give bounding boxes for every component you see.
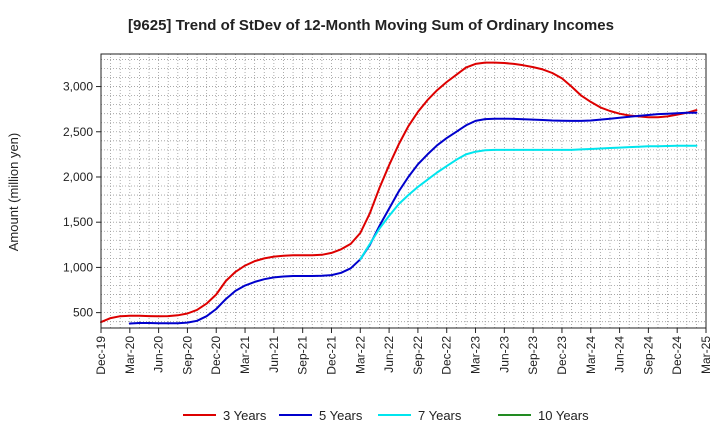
x-tick-label: Mar-23 <box>469 336 483 374</box>
x-tick-label: Jun-22 <box>382 336 396 373</box>
x-tick-label: Mar-22 <box>353 336 367 374</box>
x-axis-ticks: Dec-19 Mar-20 Jun-20 Sep-20 Dec-20 Mar-21 Jun-… <box>94 328 713 375</box>
x-tick-label: Mar-21 <box>238 336 252 374</box>
legend: 3 Years 5 Years 7 Years 10 Years <box>183 408 589 423</box>
y-tick-label: 1,000 <box>63 260 93 274</box>
x-tick-label: Dec-20 <box>209 336 223 375</box>
series-line-3-years <box>100 61 698 324</box>
series-lines <box>100 61 698 325</box>
x-tick-label: Dec-19 <box>94 336 108 375</box>
y-tick-label: 1,500 <box>63 215 93 229</box>
x-tick-label: Sep-20 <box>180 336 194 375</box>
legend-label-10-years: 10 Years <box>538 408 589 423</box>
plot-area-frame <box>100 53 707 329</box>
x-tick-label: Jun-23 <box>497 336 511 373</box>
y-axis-ticks: 500 1,000 1,500 2,000 2,500 3,000 <box>63 80 101 320</box>
x-tick-label: Sep-23 <box>526 336 540 375</box>
x-tick-label: Mar-25 <box>699 336 713 374</box>
x-tick-label: Jun-20 <box>152 336 166 373</box>
y-tick-label: 3,000 <box>63 80 93 94</box>
legend-label-5-years: 5 Years <box>319 408 363 423</box>
x-tick-label: Dec-23 <box>555 336 569 375</box>
y-tick-label: 2,000 <box>63 170 93 184</box>
series-line-5-years <box>128 111 698 325</box>
legend-label-3-years: 3 Years <box>223 408 267 423</box>
x-tick-label: Sep-22 <box>411 336 425 375</box>
chart-title: [9625] Trend of StDev of 12-Month Moving… <box>128 17 614 34</box>
x-tick-label: Dec-22 <box>440 336 454 375</box>
legend-label-7-years: 7 Years <box>418 408 462 423</box>
series-line-7-years <box>359 144 698 261</box>
y-axis-title: Amount (million yen) <box>6 133 21 252</box>
x-tick-label: Dec-21 <box>324 336 338 375</box>
x-tick-label: Dec-24 <box>670 336 684 375</box>
x-tick-label: Mar-24 <box>584 336 598 374</box>
y-tick-label: 500 <box>73 306 93 320</box>
x-tick-label: Sep-24 <box>641 336 655 375</box>
x-tick-label: Mar-20 <box>123 336 137 374</box>
y-tick-label: 2,500 <box>63 125 93 139</box>
x-tick-label: Jun-21 <box>267 336 281 373</box>
grid-lines <box>101 54 706 328</box>
x-tick-label: Jun-24 <box>613 336 627 373</box>
x-tick-label: Sep-21 <box>296 336 310 375</box>
